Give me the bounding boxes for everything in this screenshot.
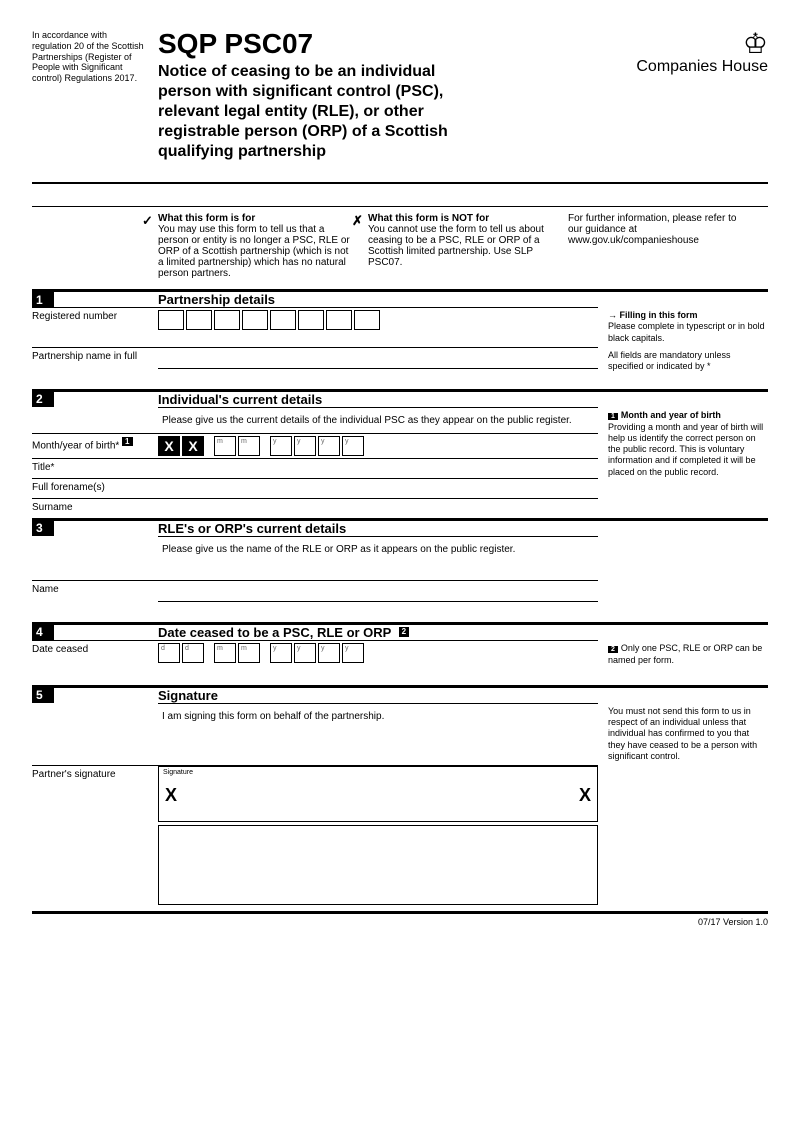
cross-icon: ✗ [352,213,363,229]
info-for-heading: What this form is for [158,213,255,224]
dc-d2[interactable]: d [182,643,204,663]
aside-mob-heading: Month and year of birth [608,410,721,420]
field-registered-number[interactable] [158,307,598,347]
mob-y1[interactable]: y [270,436,292,456]
s5-instruction: I am signing this form on behalf of the … [158,706,598,725]
field-title[interactable] [158,458,598,478]
section-3-num: 3 [32,521,54,536]
s2-instruction: Please give us the current details of th… [158,410,598,433]
field-surname[interactable] [158,498,598,518]
label-date-ceased: Date ceased [32,640,158,669]
dc-m1[interactable]: m [214,643,236,663]
row-forenames: Full forename(s) [32,478,768,498]
label-surname: Surname [32,498,158,518]
sig-x-left: X [165,785,177,806]
label-mob: Month/year of birth* 1 [32,433,158,458]
section-3-title: RLE's or ORP's current details [158,521,768,536]
info-not-text: You cannot use the form to tell us about… [368,224,544,268]
dc-y2[interactable]: y [294,643,316,663]
dc-d1[interactable]: d [158,643,180,663]
section-2-header: 2 Individual's current details [32,389,768,407]
row-s3-instruction: Please give us the name of the RLE or OR… [32,536,768,580]
mob-x1: X [158,436,180,456]
info-not: ✗ What this form is NOT for You cannot u… [368,213,568,279]
header: In accordance with regulation 20 of the … [32,30,768,184]
info-row: ✓ What this form is for You may use this… [32,206,768,289]
crown-icon: ♔ [618,30,768,58]
form-code: SQP PSC07 [158,30,618,58]
row-partnership-name: Partnership name in full All fields are … [32,347,768,389]
row-signature: Partner's signature Signature X X [32,765,768,907]
aside-filling-line1: Please complete in typescript or in bold… [608,321,765,342]
tick-icon: ✓ [142,213,153,229]
row-mob: Month/year of birth* 1 X X m m y y y y [32,433,768,458]
mob-x2: X [182,436,204,456]
section-2-num: 2 [32,392,54,407]
aside-one-psc: Only one PSC, RLE or ORP can be named pe… [598,640,766,669]
section-5-header: 5 Signature [32,685,768,703]
mob-y2[interactable]: y [294,436,316,456]
title-block: SQP PSC07 Notice of ceasing to be an ind… [150,30,618,162]
info-for-text: You may use this form to tell us that a … [158,224,350,279]
signature-small-label: Signature [163,769,193,776]
field-partnership-name[interactable] [158,347,598,389]
row-rle-name: Name [32,580,768,622]
aside-filling-in: Filling in this form Please complete in … [598,307,766,347]
row-title: Title* [32,458,768,478]
row-surname: Surname [32,498,768,518]
section-1-num: 1 [32,292,54,307]
footer-version: 07/17 Version 1.0 [32,911,768,927]
sig-x-right: X [579,785,591,806]
mob-m1[interactable]: m [214,436,236,456]
info-not-heading: What this form is NOT for [368,213,489,224]
label-signature: Partner's signature [32,765,158,784]
label-registered-number: Registered number [32,307,158,347]
label-forenames: Full forename(s) [32,478,158,498]
s3-instruction: Please give us the name of the RLE or OR… [158,539,598,562]
regulation-note: In accordance with regulation 20 of the … [32,30,150,162]
label-rle-name: Name [32,580,158,622]
logo: ♔ Companies House [618,30,768,162]
row-date-ceased: Date ceased d d m m y y y y Only one PSC… [32,640,768,669]
mob-m2[interactable]: m [238,436,260,456]
mob-y4[interactable]: y [342,436,364,456]
signature-box[interactable]: Signature X X [158,766,598,822]
section-1-header: 1 Partnership details [32,289,768,307]
s5-instruction-cell: I am signing this form on behalf of the … [158,703,598,765]
aside-one-psc-text: Only one PSC, RLE or ORP can be named pe… [608,643,762,665]
aside-filling-heading: Filling in this form [608,310,698,320]
mob-y3[interactable]: y [318,436,340,456]
row-s5-instruction: I am signing this form on behalf of the … [32,703,768,765]
label-partnership-name: Partnership name in full [32,347,158,389]
section-2-title: Individual's current details [158,392,768,407]
section-4-num: 4 [32,625,54,640]
field-forenames[interactable] [158,478,598,498]
section-4-title: Date ceased to be a PSC, RLE or ORP 2 [158,625,768,640]
label-title: Title* [32,458,158,478]
dc-y1[interactable]: y [270,643,292,663]
field-mob[interactable]: X X m m y y y y [158,433,598,458]
section-5-num: 5 [32,688,54,703]
section-5-title: Signature [158,688,768,703]
s3-instruction-cell: Please give us the name of the RLE or OR… [158,536,598,580]
dc-y4[interactable]: y [342,643,364,663]
signature-extra-box[interactable] [158,825,598,905]
aside-signature: You must not send this form to us in res… [598,703,766,765]
row-registered-number: Registered number Filling in this form P… [32,307,768,347]
field-signature[interactable]: Signature X X [158,765,598,907]
info-more: For further information, please refer to… [568,213,768,279]
field-rle-name[interactable] [158,580,598,622]
aside-filling-line2: All fields are mandatory unless specifie… [598,347,766,389]
section-1-title: Partnership details [158,292,768,307]
dc-y3[interactable]: y [318,643,340,663]
section-3-header: 3 RLE's or ORP's current details [32,518,768,536]
page: In accordance with regulation 20 of the … [0,0,800,947]
field-date-ceased[interactable]: d d m m y y y y [158,640,598,669]
section-4-header: 4 Date ceased to be a PSC, RLE or ORP 2 [32,622,768,640]
logo-text: Companies House [618,58,768,76]
form-title: Notice of ceasing to be an individual pe… [158,62,478,162]
info-for: ✓ What this form is for You may use this… [158,213,368,279]
dc-m2[interactable]: m [238,643,260,663]
